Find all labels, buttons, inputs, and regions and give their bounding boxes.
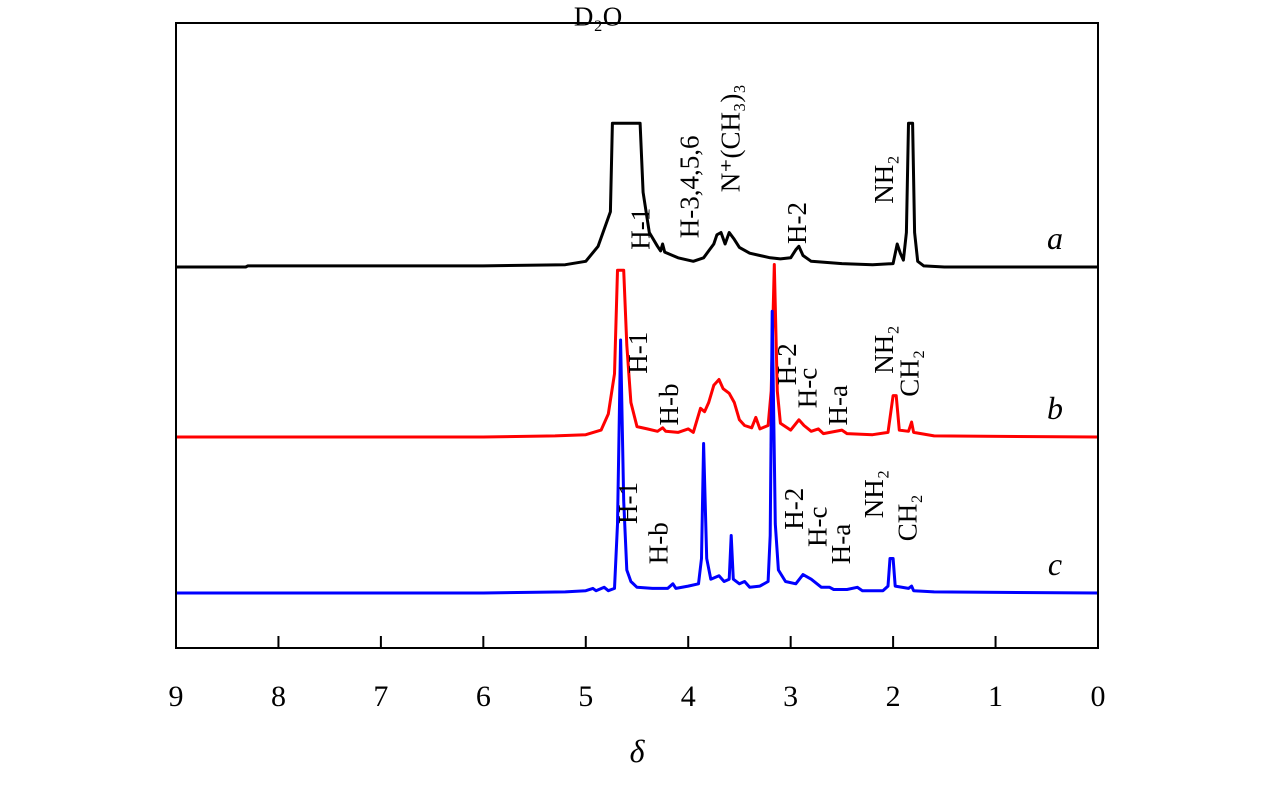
x-tick-label: 5: [578, 680, 593, 713]
series-label-a: a: [1047, 220, 1063, 256]
peak-label: CH₂: [893, 494, 923, 541]
x-tick-label: 7: [373, 680, 388, 713]
peak-label: NH₂: [869, 325, 899, 373]
x-axis: 9 8 7 6 5 4 3 2 1 0: [169, 636, 1106, 713]
x-tick-label: 4: [681, 680, 696, 713]
x-tick-label: 8: [271, 680, 286, 713]
peak-label: H-c: [792, 368, 822, 408]
peak-label: H-2: [772, 343, 802, 385]
x-tick-label: 0: [1091, 680, 1106, 713]
x-tick-label: 1: [988, 680, 1003, 713]
series-label-layer: a b c: [1047, 220, 1063, 582]
series-label-b: b: [1047, 390, 1063, 426]
x-tick-label: 2: [886, 680, 901, 713]
peak-label: H-a: [823, 385, 853, 425]
peak-label: NH₂: [859, 470, 889, 518]
peak-label: H-3,4,5,6: [675, 136, 705, 239]
peak-label: H-2: [782, 202, 812, 244]
peak-label: D₂O: [574, 2, 622, 32]
peak-label: H-1: [625, 208, 655, 250]
x-tick-label: 3: [783, 680, 798, 713]
spectrum-line-b: [176, 263, 1098, 439]
peak-label: H-1: [613, 482, 643, 524]
peak-label: NH₂: [869, 155, 899, 203]
peak-label: N⁺(CH₃)₃: [715, 84, 745, 192]
peak-label: H-1: [623, 332, 653, 374]
peak-label: H-b: [644, 522, 674, 564]
x-axis-title: δ: [630, 733, 646, 769]
x-tick-label: 9: [169, 680, 184, 713]
plot-frame: [175, 22, 1099, 649]
series-layer: [176, 121, 1098, 595]
peak-label: H-2: [779, 488, 809, 530]
peak-label: H-c: [803, 507, 833, 547]
series-label-c: c: [1048, 546, 1062, 582]
peak-label: CH₂: [895, 350, 925, 397]
spectrum-line-c: [176, 309, 1098, 595]
peak-label: H-b: [654, 384, 684, 426]
spectrum-line-a: [176, 121, 1098, 269]
x-tick-label: 6: [476, 680, 491, 713]
peak-label: H-a: [826, 524, 856, 564]
